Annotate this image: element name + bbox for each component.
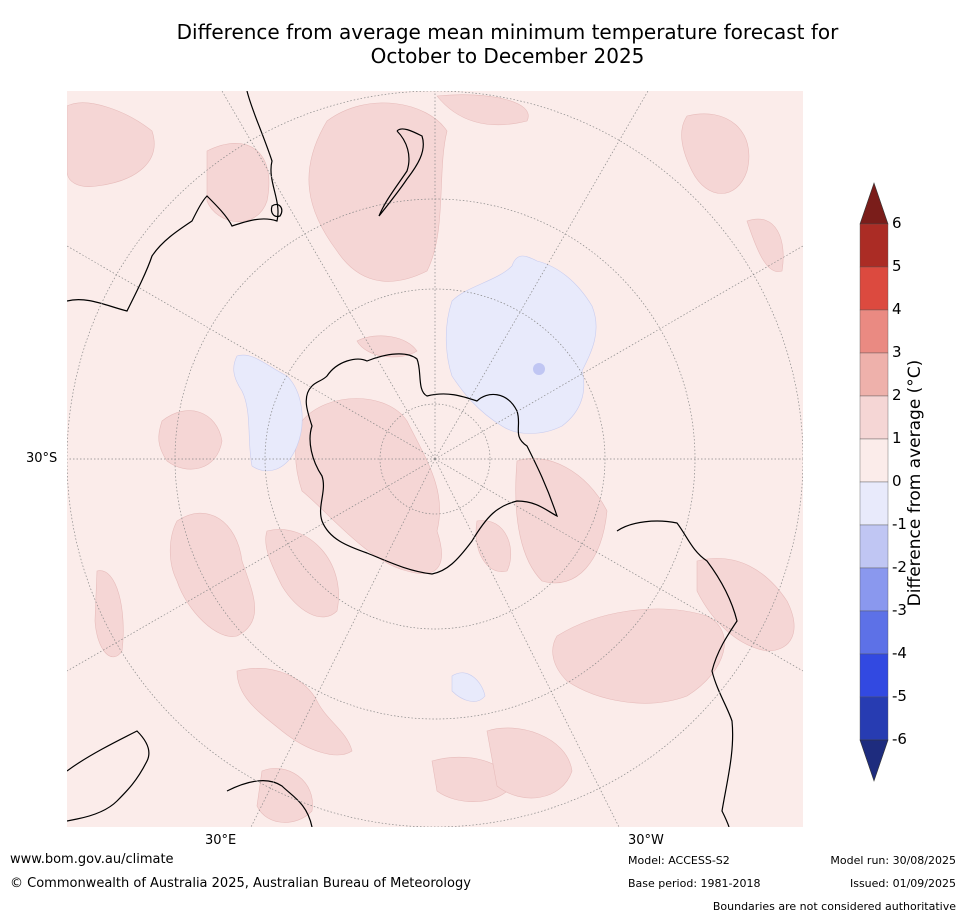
colorbar-segment [859, 395, 889, 440]
cool-region-indian [233, 354, 303, 472]
lat-circle-80 [379, 403, 491, 515]
colorbar-segment [859, 309, 889, 354]
new-zealand-coastline [378, 128, 424, 217]
colorbar-swatches [859, 182, 889, 782]
warm-region-south-east [486, 727, 573, 799]
warm-region-southern-indian [158, 410, 223, 470]
colorbar-segment [859, 653, 889, 698]
colorbar-tick-label: -1 [892, 515, 907, 533]
tasmania-coastline [270, 203, 283, 218]
warm-region-tasman [308, 102, 448, 282]
colorbar-segment [859, 567, 889, 612]
colorbar-extend-bottom [859, 739, 889, 782]
colorbar-segment [859, 352, 889, 397]
warm-region-nz-east [436, 94, 529, 126]
colorbar-tick-label: -5 [892, 687, 907, 705]
footer-model: Model: ACCESS-S2 [628, 854, 730, 867]
cool-region-small [451, 672, 486, 702]
colorbar-segment [859, 481, 889, 526]
meridian-120w [434, 245, 803, 460]
warm-region-australia [206, 143, 270, 222]
colorbar-segment [859, 438, 889, 483]
warm-region-pacific-north [681, 113, 750, 194]
footer-base-period: Base period: 1981-2018 [628, 877, 761, 890]
colorbar-tick-label: -3 [892, 601, 907, 619]
meridian-150e [221, 91, 436, 460]
colorbar-tick-label: 0 [892, 472, 902, 490]
footer-copyright: © Commonwealth of Australia 2025, Austra… [10, 876, 471, 891]
colorbar-segment [859, 696, 889, 741]
warm-region-antarctic-interior [295, 398, 442, 574]
warm-region-south-west [94, 570, 124, 658]
warm-region-indian-ocean-north [67, 102, 155, 187]
colorbar-tick-label: 6 [892, 214, 902, 232]
colorbar-tick-label: 5 [892, 257, 902, 275]
south-america-coastline [616, 520, 738, 827]
meridian-150w [434, 91, 649, 460]
warm-region-south-mid [236, 668, 353, 756]
chart-title: Difference from average mean minimum tem… [60, 20, 955, 68]
madagascar-coastline [226, 779, 313, 827]
colorbar-tick-label: -2 [892, 558, 907, 576]
footer-model-run: Model run: 30/08/2025 [830, 854, 956, 867]
lon-label-30e: 30°E [205, 833, 237, 848]
colorbar-tick-label: 4 [892, 300, 902, 318]
meridian-60e [67, 458, 436, 672]
colorbar-tick-label: 1 [892, 429, 902, 447]
lat-label-30s: 30°S [26, 451, 58, 466]
colorbar-tick-label: 3 [892, 343, 902, 361]
colorbar-extend-top [859, 182, 889, 225]
meridian-60w [434, 458, 803, 672]
footer-issued: Issued: 01/09/2025 [849, 877, 956, 890]
antarctica-coastline [305, 353, 559, 575]
footer-disclaimer: Boundaries are not considered authoritat… [712, 900, 956, 913]
title-line-1: Difference from average mean minimum tem… [176, 20, 839, 44]
lat-lon-grid [67, 91, 803, 827]
africa-coastline [67, 730, 150, 822]
colorbar-segment [859, 610, 889, 655]
colorbar-title: Difference from average (°C) [905, 359, 925, 607]
warm-region-south-atlantic-2 [265, 529, 339, 618]
lat-circle-60 [264, 288, 606, 630]
colorbar-segment [859, 223, 889, 268]
colorbar-tick-label: -6 [892, 730, 907, 748]
lon-label-30w: 30°W [628, 833, 664, 848]
coastlines [67, 91, 738, 827]
australia-coastline [67, 91, 279, 312]
meridian-120e [67, 245, 436, 460]
colorbar-tick-label: -4 [892, 644, 907, 662]
colorbar-segment [859, 266, 889, 311]
warm-region-weddell [515, 458, 608, 584]
warm-region-pacific-east [746, 218, 784, 272]
title-line-2: October to December 2025 [370, 44, 645, 68]
colorbar-segment [859, 524, 889, 569]
colorbar-tick-label: 2 [892, 386, 902, 404]
cool-region-east-pacific [445, 255, 597, 434]
warm-anomaly-regions [67, 94, 795, 823]
cool-anomaly-regions [233, 255, 597, 702]
footer-url[interactable]: www.bom.gov.au/climate [10, 852, 174, 867]
warm-region-south-atlantic [169, 512, 255, 637]
warm-region-antarctic-coast [356, 335, 418, 358]
colorbar: 6 5 4 3 2 1 0 -1 -2 -3 -4 -5 -6 [830, 180, 965, 785]
cool-region-dot [533, 363, 545, 375]
warm-region-drake [475, 520, 511, 572]
warm-region-south-pacific [552, 608, 725, 704]
south-polar-map [67, 91, 803, 827]
